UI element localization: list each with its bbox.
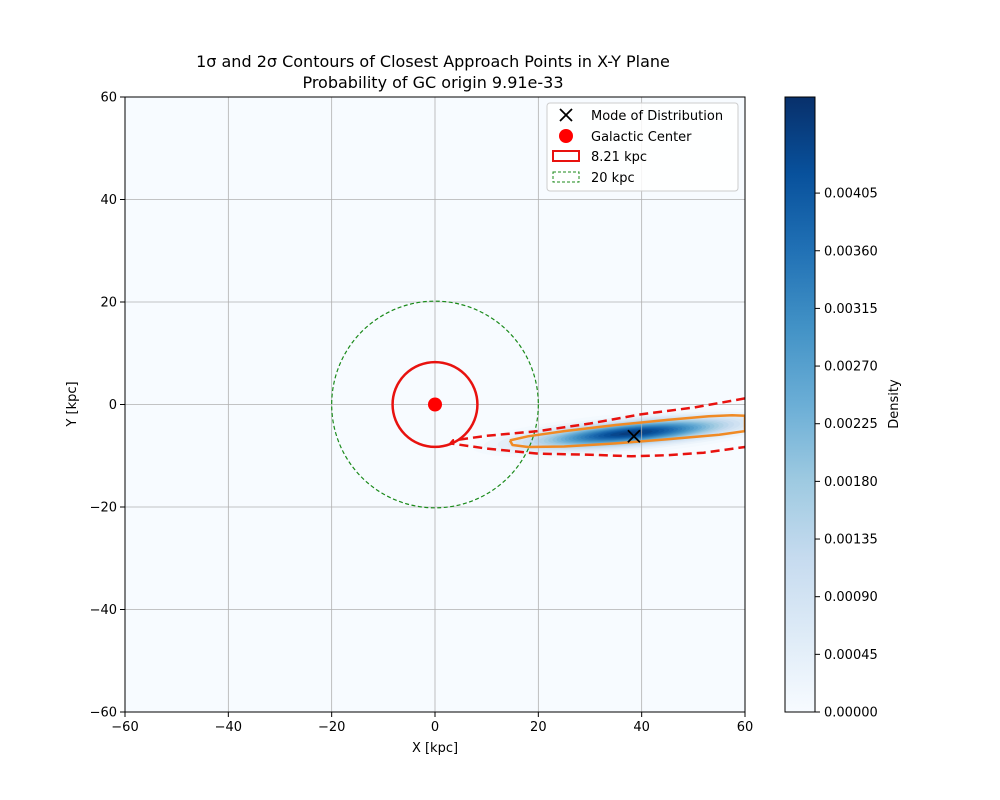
legend-label-mode: Mode of Distribution	[591, 109, 723, 124]
y-tick-label: 20	[100, 296, 117, 311]
colorbar-tick-label: 0.00045	[824, 648, 878, 663]
x-axis-label: X [kpc]	[412, 741, 458, 756]
x-axis-ticks: −60 −40 −20 0 20 40 60	[111, 712, 753, 735]
x-tick-label: 20	[530, 720, 547, 735]
galactic-center-marker	[428, 398, 442, 412]
colorbar-ticks: 0.00000 0.00045 0.00090 0.00135 0.00180 0.002…	[815, 187, 878, 721]
colorbar-tick-label: 0.00135	[824, 533, 878, 548]
y-tick-label: 0	[109, 398, 117, 413]
legend-label-20kpc: 20 kpc	[591, 171, 635, 186]
colorbar-tick-label: 0.00315	[824, 302, 878, 317]
y-tick-label: −20	[90, 501, 117, 516]
colorbar-label: Density	[887, 379, 902, 429]
y-tick-label: 40	[100, 193, 117, 208]
legend-label-gc: Galactic Center	[591, 130, 692, 145]
colorbar-tick-label: 0.00225	[824, 417, 878, 432]
colorbar-tick-label: 0.00090	[824, 590, 878, 605]
y-axis-label: Y [kpc]	[65, 381, 80, 427]
colorbar-gradient	[785, 97, 815, 712]
x-tick-label: −40	[215, 720, 242, 735]
legend: Mode of Distribution Galactic Center 8.2…	[547, 103, 738, 191]
colorbar-tick-label: 0.00270	[824, 360, 878, 375]
chart-title-line2: Probability of GC origin 9.91e-33	[302, 73, 563, 92]
colorbar-tick-label: 0.00180	[824, 475, 878, 490]
x-tick-label: −20	[318, 720, 345, 735]
legend-label-8kpc: 8.21 kpc	[591, 150, 647, 165]
y-axis-ticks: −60 −40 −20 0 20 40 60	[90, 91, 125, 721]
y-tick-label: −40	[90, 603, 117, 618]
colorbar: 0.00000 0.00045 0.00090 0.00135 0.00180 0.002…	[785, 97, 902, 721]
x-tick-label: −60	[111, 720, 138, 735]
x-tick-label: 60	[737, 720, 754, 735]
y-tick-label: −60	[90, 706, 117, 721]
legend-gc-marker	[559, 129, 573, 143]
colorbar-tick-label: 0.00360	[824, 244, 878, 259]
chart-title-line1: 1σ and 2σ Contours of Closest Approach P…	[196, 52, 670, 71]
x-tick-label: 0	[431, 720, 439, 735]
y-tick-label: 60	[100, 91, 117, 106]
colorbar-tick-label: 0.00000	[824, 706, 878, 721]
colorbar-tick-label: 0.00405	[824, 187, 878, 202]
x-tick-label: 40	[633, 720, 650, 735]
